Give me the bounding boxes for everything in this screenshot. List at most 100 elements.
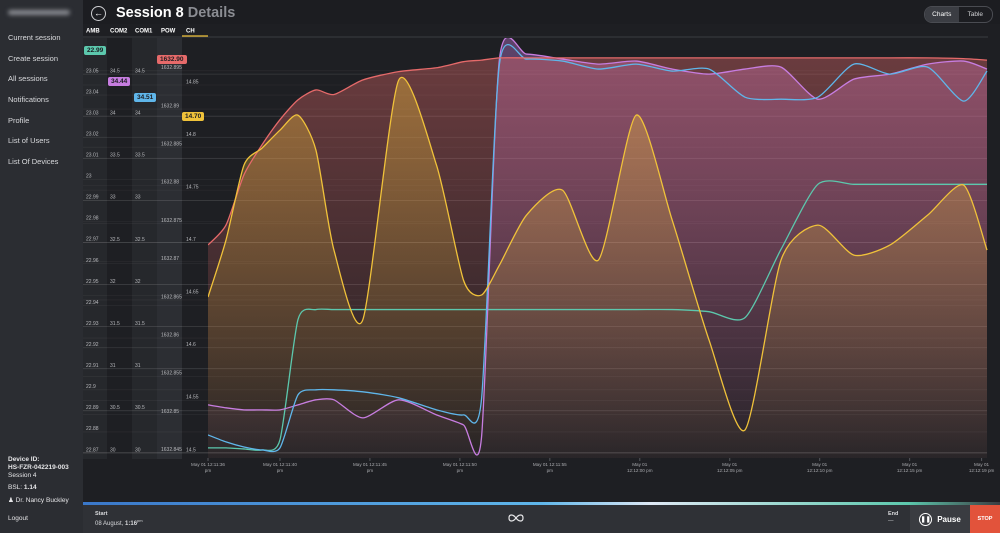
x-tick-label: May 01 12:11:40 pm: [263, 462, 297, 473]
series-area: [208, 77, 987, 458]
pause-label: Pause: [937, 514, 961, 524]
end-label: End: [888, 511, 899, 517]
device-id: HS-FZR-042219-003: [8, 464, 69, 471]
y-tick-label: 1632.86: [161, 332, 179, 338]
start-date: 08 August,: [95, 521, 124, 527]
y-tick-label: 30.5: [110, 405, 120, 411]
y-tick-label: 23: [86, 174, 92, 180]
bsl-value: 1.14: [23, 484, 37, 491]
y-tick-label: 33: [135, 195, 141, 201]
y-tick-label: 30: [110, 447, 116, 453]
bsl-label: BSL:: [8, 484, 23, 491]
menu-item[interactable]: List of Users: [8, 136, 50, 145]
y-tick-label: 14.85: [186, 79, 199, 85]
y-tick-label: 22.87: [86, 447, 99, 453]
y-tick-label: 33: [110, 195, 116, 201]
y-tick-label: 23.03: [86, 110, 99, 116]
series-line: [208, 180, 987, 452]
axis-header: CH: [186, 29, 195, 35]
y-tick-label: 22.96: [86, 258, 99, 264]
y-tick-label: 1632.845: [161, 447, 182, 453]
y-tick-label: 33.5: [135, 153, 145, 159]
y-tick-label: 22.98: [86, 216, 99, 222]
loop-icon: [508, 514, 524, 522]
y-tick-label: 22.89: [86, 405, 99, 411]
y-tick-label: 32.5: [135, 237, 145, 243]
y-tick-label: 22.88: [86, 426, 99, 432]
series-line: [208, 57, 988, 246]
y-tick-label: 14.8: [186, 132, 196, 138]
stop-button[interactable]: STOP: [970, 505, 1000, 533]
menu-item[interactable]: Current session: [8, 33, 61, 42]
chart: AMB 23.05 23.04 23.03 23.02 23.01 23 22.99 22.98…: [83, 28, 988, 461]
axis-header: AMB: [86, 29, 100, 35]
y-tick-label: 23.05: [86, 68, 99, 74]
current-value-badge: 34.44: [108, 77, 131, 86]
y-tick-label: 1632.885: [161, 142, 182, 148]
axis-column: [157, 38, 182, 459]
end-value: —: [888, 518, 894, 524]
axis-column: [132, 38, 157, 459]
y-tick-label: 34.5: [135, 68, 145, 74]
y-tick-label: 1632.88: [161, 180, 179, 186]
y-tick-label: 23.04: [86, 89, 99, 95]
y-tick-label: 32: [110, 279, 116, 285]
tab[interactable]: Charts: [925, 7, 959, 22]
y-tick-label: 33.5: [110, 153, 120, 159]
page-title: Session 8 Details: [116, 5, 235, 21]
bsl: BSL: 1.14: [8, 484, 37, 491]
current-value-badge: 22.99: [84, 46, 107, 55]
y-tick-label: 31: [110, 363, 116, 369]
subtitle: Details: [187, 5, 236, 21]
x-tick-label: May 01 12:12:19 pm: [968, 462, 995, 473]
y-tick-label: 31.5: [110, 321, 120, 327]
menu-item[interactable]: All sessions: [8, 74, 48, 83]
axis-column: [83, 38, 107, 459]
tab[interactable]: Table: [967, 11, 984, 18]
y-tick-label: 32: [135, 279, 141, 285]
y-tick-label: 30.5: [135, 405, 145, 411]
y-tick-label: 1632.855: [161, 371, 182, 377]
y-tick-label: 31: [135, 363, 141, 369]
menu-item[interactable]: Create session: [8, 54, 59, 63]
y-tick-label: 1632.865: [161, 294, 182, 300]
progress-bar: [83, 502, 1000, 505]
start-time: 08 August, 1:16pm: [95, 518, 143, 527]
start-label: Start: [95, 511, 108, 517]
sidebar: Current session Create session All sessi…: [0, 0, 83, 533]
x-tick-label: May 01 12:11:45 pm: [352, 462, 387, 473]
back-button[interactable]: ←: [91, 6, 106, 21]
device-label: Device ID:: [8, 456, 40, 463]
y-tick-label: 34.5: [110, 68, 120, 74]
user[interactable]: ♟ Dr. Nancy Buckley: [8, 497, 69, 504]
y-tick-label: 23.01: [86, 153, 99, 159]
footer: Start 08 August, 1:16pm End —: [83, 505, 1000, 533]
y-tick-label: 14.55: [186, 395, 199, 401]
y-tick-label: 1632.89: [161, 103, 179, 109]
axis-header: COM2: [110, 29, 128, 35]
y-tick-label: 22.99: [86, 195, 99, 201]
start-period: pm: [137, 518, 143, 523]
y-tick-label: 31.5: [135, 321, 145, 327]
logo: [8, 10, 70, 15]
y-tick-label: 14.5: [186, 447, 196, 453]
menu-item[interactable]: Profile: [8, 116, 30, 125]
logout[interactable]: Logout: [8, 515, 28, 522]
axis-header: POW: [161, 29, 176, 35]
current-value-badge: 14.70: [182, 112, 205, 121]
y-tick-label: 22.91: [86, 363, 99, 369]
x-tick-label: May 01 12:12:00 pm: [626, 462, 653, 473]
x-tick-label: May 01 12:11:55 pm: [532, 462, 567, 473]
menu-item[interactable]: Notifications: [8, 95, 49, 104]
series-line: [208, 44, 988, 453]
pause-icon: ❚❚: [919, 512, 933, 526]
menu-item[interactable]: List Of Devices: [8, 157, 59, 166]
y-tick-label: 32.5: [110, 237, 120, 243]
y-tick-label: 14.7: [186, 237, 196, 243]
y-tick-label: 22.97: [86, 237, 99, 243]
y-tick-label: 34: [135, 111, 141, 117]
x-tick-label: May 01 12:12:15 pm: [896, 462, 923, 473]
pause-button[interactable]: ❚❚ Pause: [910, 505, 970, 533]
y-tick-label: 22.95: [86, 279, 99, 285]
